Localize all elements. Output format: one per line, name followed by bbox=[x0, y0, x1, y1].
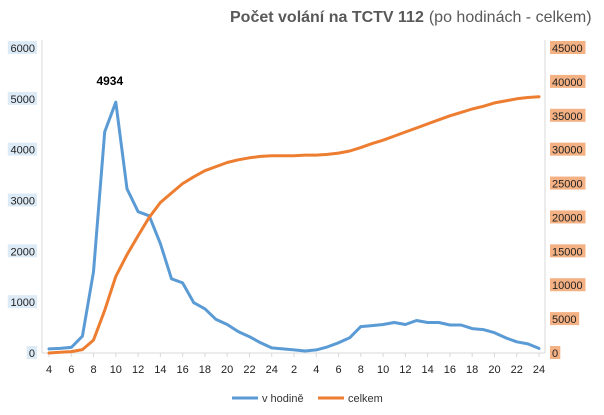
x-tick-label: 8 bbox=[358, 364, 364, 376]
left-tick-bg bbox=[7, 41, 38, 54]
peak-annotation: 4934 bbox=[96, 74, 123, 88]
right-tick-label: 40000 bbox=[552, 77, 583, 89]
left-tick-label: 2000 bbox=[11, 246, 35, 258]
legend-label-hourly: v hodině bbox=[262, 393, 304, 405]
x-tick-label: 10 bbox=[110, 364, 122, 376]
left-tick-bg bbox=[7, 295, 38, 309]
x-tick-label: 10 bbox=[377, 364, 389, 376]
x-tick-label: 12 bbox=[399, 364, 411, 376]
left-tick-bg bbox=[7, 193, 38, 207]
right-tick-label: 0 bbox=[552, 348, 558, 360]
chart-title-suffix: (po hodinách - celkem) bbox=[429, 9, 592, 26]
right-tick-bg bbox=[550, 210, 586, 224]
x-tick-label: 24 bbox=[266, 364, 278, 376]
chart-title: Počet volání na TCTV 112 (po hodinách - c… bbox=[230, 9, 592, 26]
x-tick-label: 20 bbox=[488, 364, 500, 376]
left-tick-bg bbox=[7, 244, 38, 258]
x-tick-label: 18 bbox=[466, 364, 478, 376]
left-tick-bg bbox=[7, 91, 38, 105]
left-tick-label: 6000 bbox=[11, 43, 35, 55]
right-tick-bg bbox=[550, 41, 586, 54]
x-tick-label: 4 bbox=[313, 364, 319, 376]
x-tick-label: 14 bbox=[422, 364, 434, 376]
right-tick-bg bbox=[550, 142, 586, 156]
left-tick-label: 3000 bbox=[11, 196, 35, 208]
x-tick-label: 18 bbox=[199, 364, 211, 376]
left-tick-label: 1000 bbox=[11, 297, 35, 309]
right-tick-label: 20000 bbox=[552, 212, 583, 224]
left-tick-label: 0 bbox=[29, 348, 35, 360]
x-tick-label: 16 bbox=[444, 364, 456, 376]
axes: 0 1000 2000 3000 4000 5000 6000 0 5000 10000 15000… bbox=[7, 40, 586, 376]
x-tick-label: 24 bbox=[533, 364, 545, 376]
legend: v hodině celkem bbox=[232, 393, 383, 405]
right-tick-label: 10000 bbox=[552, 280, 583, 292]
legend-label-cumulative: celkem bbox=[348, 393, 383, 405]
left-tick-bg bbox=[26, 346, 37, 359]
right-tick-bg bbox=[550, 244, 586, 258]
right-tick-bg bbox=[550, 74, 586, 88]
right-tick-bg bbox=[550, 346, 561, 359]
right-tick-bg bbox=[550, 312, 580, 326]
series-line-cumulative bbox=[47, 95, 541, 355]
right-tick-bg bbox=[550, 176, 586, 190]
x-tick-label: 14 bbox=[154, 364, 166, 376]
right-tick-bg bbox=[550, 278, 586, 292]
x-tick-label: 2 bbox=[291, 364, 297, 376]
series-line-hourly bbox=[47, 100, 541, 353]
left-tick-bg bbox=[7, 142, 38, 156]
plot-area: 4934 bbox=[47, 74, 541, 355]
right-tick-label: 45000 bbox=[552, 43, 583, 55]
left-tick-label: 4000 bbox=[11, 145, 35, 157]
right-tick-label: 5000 bbox=[552, 314, 576, 326]
right-tick-label: 25000 bbox=[552, 179, 583, 191]
right-tick-bg bbox=[550, 108, 586, 122]
x-tick-label: 12 bbox=[132, 364, 144, 376]
x-tick-label: 6 bbox=[68, 364, 74, 376]
left-tick-label: 5000 bbox=[11, 94, 35, 106]
x-tick-label: 16 bbox=[177, 364, 189, 376]
x-tick-label: 6 bbox=[335, 364, 341, 376]
chart-title-main: Počet volání na TCTV 112 bbox=[230, 9, 424, 26]
x-tick-label: 20 bbox=[221, 364, 233, 376]
right-tick-label: 30000 bbox=[552, 145, 583, 157]
right-tick-label: 35000 bbox=[552, 111, 583, 123]
right-tick-label: 15000 bbox=[552, 246, 583, 258]
x-tick-label: 22 bbox=[243, 364, 255, 376]
x-tick-label: 4 bbox=[46, 364, 52, 376]
x-tick-label: 22 bbox=[511, 364, 523, 376]
x-tick-label: 8 bbox=[90, 364, 96, 376]
